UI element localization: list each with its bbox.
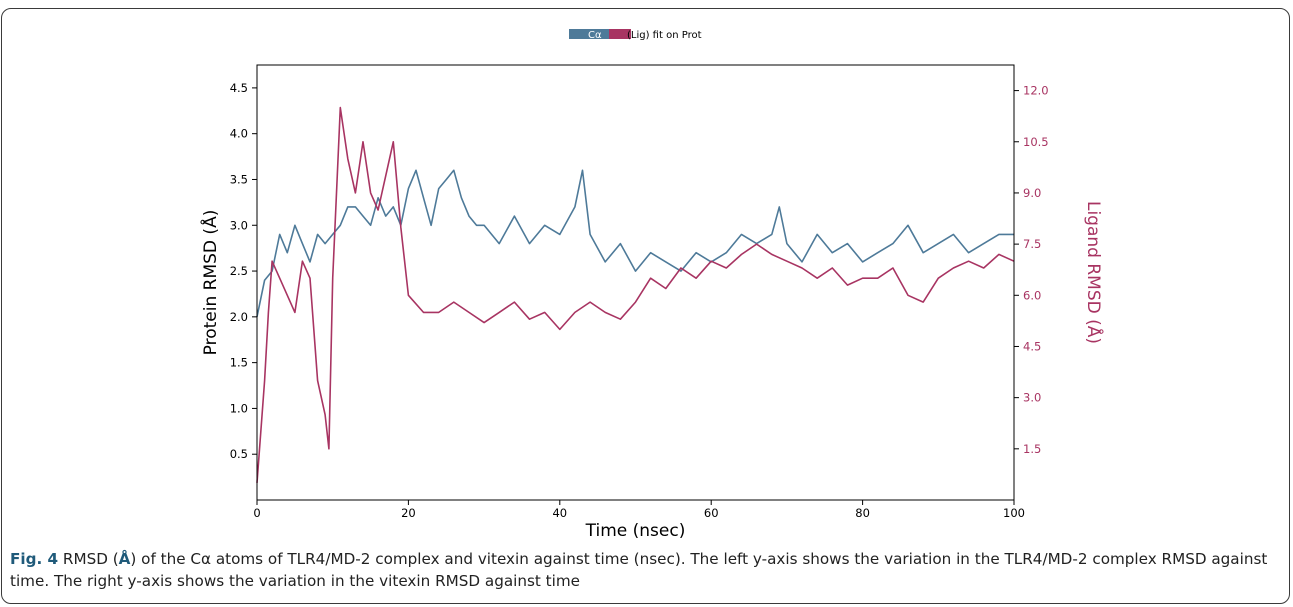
caption-unit: Å xyxy=(118,550,131,568)
y-right-tick-label: 10.5 xyxy=(1023,135,1049,149)
y-right-tick-label: 6.0 xyxy=(1023,288,1041,302)
legend-label-protein: Cα xyxy=(588,30,602,41)
y-left-tick-label: 1.0 xyxy=(230,401,248,415)
y-left-tick-label: 1.5 xyxy=(230,356,248,370)
x-tick-label: 80 xyxy=(855,506,870,520)
rmsd-chart: Cα (Lig) fit on Prot 0 20 40 60 80 100 0.5 1.0… xyxy=(199,29,1105,541)
caption-text-2: ) of the Cα atoms of TLR4/MD-2 complex a… xyxy=(10,550,1268,590)
y-axis-left-label: Protein RMSD (Å) xyxy=(199,210,221,356)
legend: Cα (Lig) fit on Prot xyxy=(569,29,702,41)
y-left-tick-label: 0.5 xyxy=(230,447,248,461)
x-tick-label: 40 xyxy=(552,506,567,520)
y-left-tick-label: 4.0 xyxy=(230,127,248,141)
legend-label-ligand: (Lig) fit on Prot xyxy=(627,30,702,41)
y-left-tick-label: 3.0 xyxy=(230,218,248,232)
figure-frame xyxy=(1,8,1290,604)
series-line-ligand xyxy=(256,106,1015,483)
caption-text-1: RMSD ( xyxy=(62,550,119,568)
x-axis: 0 20 40 60 80 100 xyxy=(253,500,1025,520)
y-left-tick-label: 3.5 xyxy=(230,172,248,186)
legend-swatch-ligand xyxy=(609,29,631,39)
figure-caption: Fig. 4 RMSD (Å) of the Cα atoms of TLR4/… xyxy=(10,548,1280,592)
y-axis-left: 0.5 1.0 1.5 2.0 2.5 3.0 3.5 4.0 4.5 xyxy=(230,81,257,461)
series-layer xyxy=(256,106,1015,483)
x-tick-label: 60 xyxy=(704,506,719,520)
x-tick-label: 100 xyxy=(1003,506,1025,520)
caption-label: Fig. 4 xyxy=(10,550,59,568)
y-axis-right-label: Ligand RMSD (Å) xyxy=(1083,201,1105,344)
y-left-tick-label: 2.5 xyxy=(230,264,248,278)
series-line-protein xyxy=(256,169,1014,317)
x-tick-label: 20 xyxy=(401,506,416,520)
y-left-tick-label: 2.0 xyxy=(230,310,248,324)
y-right-tick-label: 12.0 xyxy=(1023,84,1049,98)
x-tick-label: 0 xyxy=(253,506,260,520)
x-axis-label: Time (nsec) xyxy=(585,521,686,541)
y-right-tick-label: 4.5 xyxy=(1023,339,1041,353)
y-left-tick-label: 4.5 xyxy=(230,81,248,95)
legend-swatch-protein xyxy=(569,29,609,39)
y-right-tick-label: 1.5 xyxy=(1023,442,1041,456)
y-axis-right: 1.5 3.0 4.5 6.0 7.5 9.0 10.5 12.0 xyxy=(1014,84,1049,456)
plot-area xyxy=(256,64,1015,501)
y-right-tick-label: 9.0 xyxy=(1023,186,1041,200)
y-right-tick-label: 3.0 xyxy=(1023,391,1041,405)
y-right-tick-label: 7.5 xyxy=(1023,237,1041,251)
